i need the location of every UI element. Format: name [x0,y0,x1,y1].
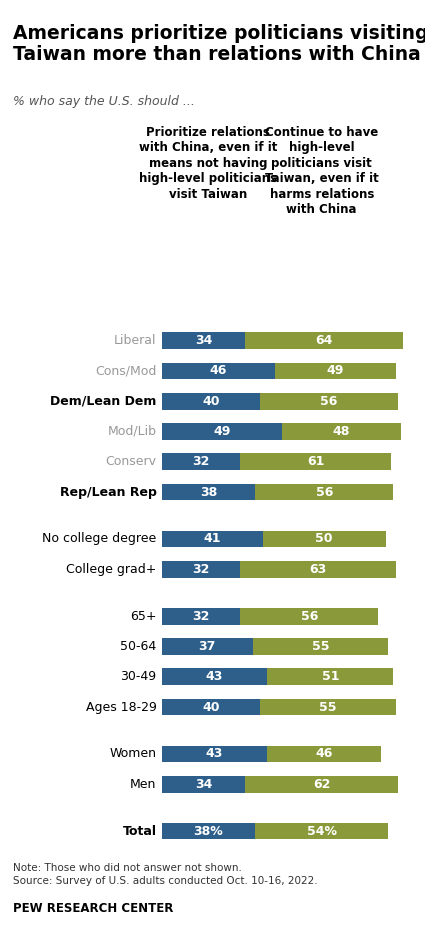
Text: Prioritize relations
with China, even if it
means not having
high-level politici: Prioritize relations with China, even if… [139,126,278,201]
Text: 32: 32 [192,456,210,469]
Bar [275,363,396,379]
Bar [162,698,260,715]
Text: 43: 43 [206,748,223,761]
Bar [241,608,378,625]
Bar [162,454,241,470]
Text: 48: 48 [333,425,350,438]
Text: 55: 55 [319,700,337,713]
Text: 54%: 54% [307,825,337,838]
Bar [241,454,391,470]
Text: 62: 62 [313,777,330,790]
Text: % who say the U.S. should ...: % who say the U.S. should ... [13,95,195,108]
Bar [162,776,245,792]
Text: 37: 37 [198,640,216,653]
Bar [241,561,396,578]
Text: Continue to have
high-level
politicians visit
Taiwan, even if it
harms relations: Continue to have high-level politicians … [265,126,379,216]
Text: 46: 46 [210,365,227,378]
Bar [245,776,398,792]
Bar [162,823,255,840]
Text: Americans prioritize politicians visiting
Taiwan more than relations with China: Americans prioritize politicians visitin… [13,24,425,64]
Text: 38%: 38% [193,825,223,838]
Text: 38: 38 [200,485,217,498]
Text: 50-64: 50-64 [120,640,156,653]
Text: Conserv: Conserv [105,456,156,469]
Text: 34: 34 [195,334,212,347]
Text: 63: 63 [309,563,327,576]
Text: Dem/Lean Dem: Dem/Lean Dem [50,394,156,407]
Bar [162,638,253,655]
Bar [162,392,260,409]
Text: Total: Total [122,825,156,838]
Text: 50: 50 [315,533,333,546]
Text: No college degree: No college degree [42,533,156,546]
Bar [282,423,401,440]
Bar [162,608,241,625]
Text: College grad+: College grad+ [66,563,156,576]
Text: Note: Those who did not answer not shown.
Source: Survey of U.S. adults conducte: Note: Those who did not answer not shown… [13,863,317,886]
Text: 41: 41 [203,533,221,546]
Text: 40: 40 [202,700,220,713]
Text: 61: 61 [307,456,324,469]
Text: 55: 55 [312,640,329,653]
Text: 40: 40 [202,394,220,407]
Bar [162,531,263,547]
Bar [267,669,393,685]
Bar [255,484,393,500]
Bar [267,746,381,763]
Bar [260,698,396,715]
Bar [162,561,241,578]
Bar [162,484,255,500]
Text: Cons/Mod: Cons/Mod [95,365,156,378]
Text: Mod/Lib: Mod/Lib [108,425,156,438]
Text: 46: 46 [315,748,333,761]
Bar [263,531,386,547]
Text: 32: 32 [192,563,210,576]
Bar [162,746,267,763]
Text: 49: 49 [213,425,231,438]
Text: 56: 56 [315,485,333,498]
Text: 64: 64 [315,334,333,347]
Text: 49: 49 [326,365,344,378]
Text: 51: 51 [322,671,339,684]
Text: Women: Women [110,748,156,761]
Text: 56: 56 [301,610,318,623]
Bar [162,423,282,440]
Text: Rep/Lean Rep: Rep/Lean Rep [60,485,156,498]
Text: 34: 34 [195,777,212,790]
Text: Ages 18-29: Ages 18-29 [86,700,156,713]
Text: 43: 43 [206,671,223,684]
Bar [255,823,388,840]
Text: 32: 32 [192,610,210,623]
Bar [245,332,403,349]
Bar [162,332,245,349]
Bar [253,638,388,655]
Bar [260,392,398,409]
Text: PEW RESEARCH CENTER: PEW RESEARCH CENTER [13,902,173,915]
Bar [162,669,267,685]
Text: Liberal: Liberal [114,334,156,347]
Text: 30-49: 30-49 [120,671,156,684]
Text: 56: 56 [320,394,338,407]
Text: Men: Men [130,777,156,790]
Bar [162,363,275,379]
Text: 65+: 65+ [130,610,156,623]
